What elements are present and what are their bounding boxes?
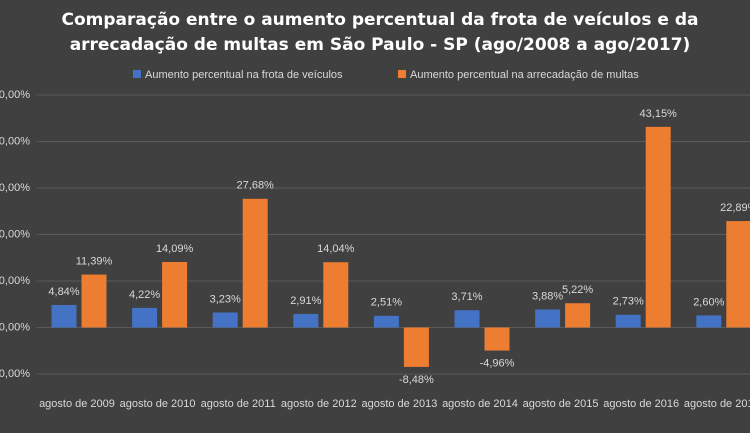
bar xyxy=(403,327,429,367)
bar xyxy=(645,126,671,328)
x-tick-label: agosto de 2010 xyxy=(120,398,196,410)
bar xyxy=(454,310,480,328)
y-tick-label: 10,00% xyxy=(0,275,30,287)
value-label: 2,51% xyxy=(371,297,402,309)
chart-title: Comparação entre o aumento percentual da… xyxy=(61,10,699,55)
value-label: 4,84% xyxy=(48,286,79,298)
bar xyxy=(615,314,641,328)
value-label: 11,39% xyxy=(76,255,113,267)
value-label: 27,68% xyxy=(237,180,275,192)
bar xyxy=(242,198,268,328)
value-label: 2,91% xyxy=(290,295,321,307)
x-tick-label: agosto de 2011 xyxy=(201,398,276,410)
value-label: 43,15% xyxy=(640,108,678,120)
bar xyxy=(323,262,349,328)
bar xyxy=(212,312,238,328)
value-label: 5,22% xyxy=(562,284,593,296)
bar xyxy=(132,307,158,328)
y-tick-label: 30,00% xyxy=(0,182,30,194)
y-tick-label: 40,00% xyxy=(0,135,30,147)
bar xyxy=(565,303,591,328)
y-tick-label: -10,00% xyxy=(0,368,30,380)
bar xyxy=(81,274,107,328)
y-tick-label: 0,00% xyxy=(0,321,30,333)
value-label: 3,88% xyxy=(532,290,563,302)
bar xyxy=(696,315,722,328)
bar xyxy=(535,309,561,328)
value-label: 3,71% xyxy=(451,291,482,303)
value-label: 22,89% xyxy=(720,202,750,214)
legend-swatch xyxy=(133,70,141,78)
value-label: 14,04% xyxy=(317,243,355,255)
x-tick-label: agosto de 2014 xyxy=(442,398,518,410)
x-tick-label: agosto de 2009 xyxy=(39,398,115,410)
bar xyxy=(162,261,188,328)
bar xyxy=(484,327,510,351)
x-tick-label: agosto de 2017 xyxy=(684,398,750,410)
value-label: -8,48% xyxy=(399,374,434,386)
y-tick-label: 20,00% xyxy=(0,228,30,240)
x-tick-label: agosto de 2016 xyxy=(603,398,679,410)
bar xyxy=(293,313,319,328)
legend-label: Aumento percentual na frota de veículos xyxy=(145,69,343,81)
legend-label: Aumento percentual na arrecadação de mul… xyxy=(410,69,639,81)
value-label: 3,23% xyxy=(210,293,241,305)
bar xyxy=(373,315,399,328)
value-label: 2,60% xyxy=(693,296,724,308)
bar xyxy=(51,304,77,328)
value-label: 4,22% xyxy=(129,289,160,301)
value-label: 14,09% xyxy=(156,243,194,255)
x-tick-label: agosto de 2012 xyxy=(281,398,357,410)
x-tick-label: agosto de 2015 xyxy=(523,398,599,410)
value-label: -4,96% xyxy=(480,357,515,369)
legend-swatch xyxy=(398,70,406,78)
y-tick-label: 50,00% xyxy=(0,89,30,101)
bar xyxy=(726,221,750,328)
value-label: 2,73% xyxy=(613,296,644,308)
x-tick-label: agosto de 2013 xyxy=(361,398,437,410)
